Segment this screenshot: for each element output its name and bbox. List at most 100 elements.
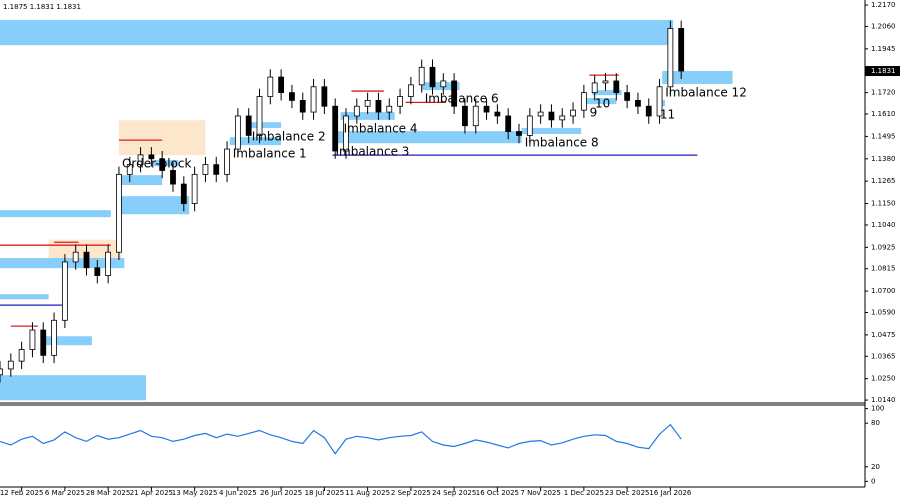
y-tick-label: 100 (871, 405, 884, 413)
candle-body (310, 86, 317, 113)
zone (118, 175, 163, 186)
candle-body (624, 92, 631, 101)
zone-label: Imbalance 12 (665, 86, 747, 100)
x-tick-label: 24 Sep 2025 (432, 489, 476, 497)
zone (118, 196, 190, 215)
y-tick-label: 1.1945 (871, 45, 896, 53)
y-tick-label: 1.0590 (871, 309, 896, 317)
candle-body (580, 92, 587, 111)
y-tick-label: 1.2060 (871, 22, 896, 30)
candle-body (483, 105, 490, 113)
candle-body (516, 131, 522, 136)
candle-body (602, 80, 609, 84)
candle-body (678, 28, 685, 72)
zone (0, 294, 49, 300)
candle-body (256, 96, 263, 136)
zone (521, 128, 582, 135)
candle-body (234, 115, 241, 150)
zone (662, 71, 733, 85)
candle-body (202, 164, 209, 175)
candle-body (267, 76, 274, 97)
candle-body (105, 251, 112, 276)
zone-label: Imbalance 3 (335, 145, 409, 159)
candle-body (116, 173, 122, 253)
candle-body (18, 349, 25, 362)
candle-body (353, 105, 360, 117)
candle-body (494, 111, 501, 117)
candle-body (40, 329, 47, 356)
x-tick-label: 12 Feb 2025 (0, 489, 43, 497)
y-tick-label: 1.0140 (871, 396, 896, 404)
y-tick-label: 1.2170 (871, 1, 896, 9)
zone-label: Imbalance 8 (525, 136, 599, 150)
zone-label: Order-block (122, 157, 192, 171)
candle-body (667, 28, 674, 88)
candle-body (526, 115, 533, 136)
x-tick-label: 4 Jun 2025 (219, 489, 257, 497)
candle-body (364, 100, 371, 107)
candle-body (397, 96, 403, 107)
current-price-label: 1.1831 (871, 67, 896, 75)
y-tick-label: 1.0365 (871, 352, 896, 360)
candle-body (137, 154, 144, 166)
candle-body (332, 105, 339, 152)
candle-body (613, 80, 620, 94)
zone (248, 122, 282, 129)
x-tick-label: 18 Jul 2025 (305, 489, 345, 497)
candle-body (591, 82, 598, 94)
candle-body (180, 183, 187, 204)
x-tick-label: 13 May 2025 (172, 489, 218, 497)
candle-body (570, 109, 576, 117)
zone (40, 336, 92, 346)
candle-body (559, 115, 566, 121)
candle-body (72, 251, 79, 263)
candle-body (245, 115, 252, 136)
candle-body (170, 170, 176, 185)
zone-label: 10 (595, 97, 610, 111)
candle-body (0, 368, 3, 376)
candle-body (548, 111, 555, 121)
candle-body (83, 251, 90, 269)
x-tick-label: 21 Apr 2025 (130, 489, 173, 497)
candle-body (94, 267, 101, 276)
candle-body (386, 105, 393, 113)
candle-body (407, 84, 414, 97)
candle-body (645, 105, 652, 117)
candle-body (148, 154, 155, 160)
candle-body (451, 80, 458, 107)
zone-label: Imbalance 2 (252, 130, 326, 144)
candle-body (505, 115, 512, 132)
zone (0, 375, 146, 401)
y-tick-label: 1.1495 (871, 132, 896, 140)
zone-label: 9 (590, 106, 598, 120)
x-tick-label: 7 Nov 2025 (520, 489, 560, 497)
candle-body (51, 319, 57, 356)
zone-label: Imbalance 6 (425, 92, 499, 106)
candle-body (429, 66, 436, 88)
x-tick-label: 6 Mar 2025 (45, 489, 85, 497)
candle-body (159, 158, 166, 171)
candle-body (537, 111, 544, 117)
y-tick-label: 1.1150 (871, 200, 896, 208)
x-tick-label: 11 Aug 2025 (345, 489, 390, 497)
candle-body (299, 100, 306, 113)
x-tick-label: 16 Jan 2026 (649, 489, 692, 497)
zone-label: 11 (660, 108, 675, 122)
candle-body (278, 76, 285, 94)
candle-body (472, 105, 479, 127)
candle-body (213, 164, 220, 175)
y-tick-label: 1.0815 (871, 265, 896, 273)
zone-label: Imbalance 1 (233, 147, 307, 161)
y-tick-label: 1.1040 (871, 221, 896, 229)
candle-body (375, 100, 382, 113)
zone (586, 98, 617, 105)
y-tick-label: 1.0475 (871, 331, 896, 339)
candle-body (635, 100, 641, 107)
y-tick-label: 1.1265 (871, 177, 896, 185)
x-tick-label: 26 Jun 2025 (260, 489, 302, 497)
candle-body (224, 148, 230, 175)
zone (154, 160, 179, 167)
y-tick-label: 1.1610 (871, 110, 896, 118)
